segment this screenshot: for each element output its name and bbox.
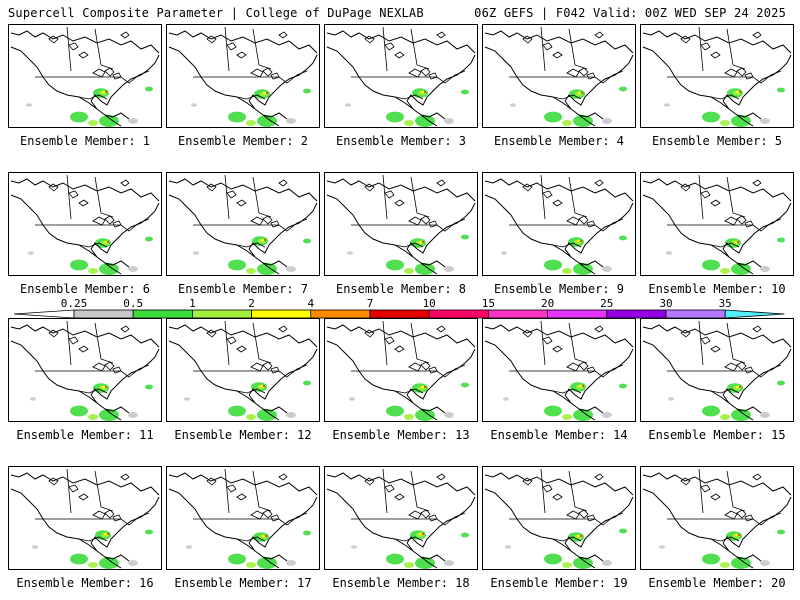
ensemble-member-map — [8, 466, 162, 570]
legend-swatch — [132, 309, 193, 319]
legend-tick-label: 20 — [541, 297, 554, 310]
panel-caption: Ensemble Member: 18 — [332, 576, 470, 590]
map-svg — [10, 174, 160, 275]
map-svg — [642, 320, 792, 421]
map-svg — [168, 174, 318, 275]
panel-caption: Ensemble Member: 17 — [174, 576, 312, 590]
ensemble-member-map — [324, 24, 478, 128]
panel-caption: Ensemble Member: 7 — [177, 282, 309, 296]
map-svg — [642, 174, 792, 275]
panel-caption: Ensemble Member: 16 — [16, 576, 154, 590]
ensemble-member-map — [166, 466, 320, 570]
legend-tick-label: 0.25 — [61, 297, 88, 310]
ensemble-member-map — [324, 318, 478, 422]
legend-arrow-left — [13, 309, 75, 319]
panel-caption: Ensemble Member: 13 — [332, 428, 470, 442]
panel-caption: Ensemble Member: 3 — [335, 134, 467, 148]
ensemble-member-map — [640, 172, 794, 276]
map-svg — [326, 174, 476, 275]
panel-caption: Ensemble Member: 15 — [648, 428, 786, 442]
legend-tick-label: 0.5 — [123, 297, 143, 310]
map-svg — [484, 468, 634, 569]
map-svg — [168, 320, 318, 421]
ensemble-member-map — [8, 318, 162, 422]
legend-tick-label: 25 — [600, 297, 613, 310]
map-svg — [326, 26, 476, 127]
ensemble-member-map — [482, 24, 636, 128]
map-svg — [484, 26, 634, 127]
legend-swatch — [606, 309, 667, 319]
ensemble-member-map — [324, 172, 478, 276]
ensemble-member-map — [8, 172, 162, 276]
legend-swatch — [428, 309, 489, 319]
legend-swatch — [369, 309, 430, 319]
color-scale-legend: 0.25 0.5 1 2 4 7 10 15 20 25 30 35 — [8, 296, 792, 324]
panel-caption: Ensemble Member: 8 — [335, 282, 467, 296]
ensemble-member-map — [8, 24, 162, 128]
run-info: 06Z GEFS | F042 Valid: 00Z WED SEP 24 20… — [474, 6, 786, 20]
legend-tick-label: 30 — [659, 297, 672, 310]
map-svg — [326, 468, 476, 569]
legend-tick-label: 1 — [189, 297, 196, 310]
ensemble-member-map — [482, 318, 636, 422]
map-svg — [484, 320, 634, 421]
legend-tick-label: 35 — [719, 297, 732, 310]
page-title: Supercell Composite Parameter | College … — [8, 6, 424, 20]
ensemble-member-map — [324, 466, 478, 570]
legend-tick-label: 10 — [423, 297, 436, 310]
panel-caption: Ensemble Member: 4 — [493, 134, 625, 148]
map-svg — [168, 26, 318, 127]
ensemble-member-map — [482, 466, 636, 570]
panel-caption: Ensemble Member: 2 — [177, 134, 309, 148]
map-svg — [326, 320, 476, 421]
ensemble-member-map — [166, 318, 320, 422]
panel-caption: Ensemble Member: 5 — [651, 134, 783, 148]
ensemble-member-map — [166, 172, 320, 276]
map-svg — [484, 174, 634, 275]
legend-swatch — [724, 309, 785, 319]
legend-swatch — [665, 309, 726, 319]
map-svg — [168, 468, 318, 569]
ensemble-member-map — [482, 172, 636, 276]
legend-tick-label: 4 — [307, 297, 314, 310]
panel-caption: Ensemble Member: 9 — [493, 282, 625, 296]
map-svg — [642, 468, 792, 569]
legend-swatch — [487, 309, 548, 319]
panel-caption: Ensemble Member: 11 — [16, 428, 154, 442]
legend-tick-label: 2 — [248, 297, 255, 310]
ensemble-member-map — [166, 24, 320, 128]
panel-caption: Ensemble Member: 1 — [19, 134, 151, 148]
map-svg — [10, 26, 160, 127]
ensemble-member-map — [640, 466, 794, 570]
map-svg — [10, 320, 160, 421]
panel-caption: Ensemble Member: 20 — [648, 576, 786, 590]
legend-swatch — [310, 309, 371, 319]
legend-swatch — [251, 309, 312, 319]
panel-caption: Ensemble Member: 10 — [648, 282, 786, 296]
map-svg — [10, 468, 160, 569]
legend-tick-label: 7 — [367, 297, 374, 310]
legend-swatch — [73, 309, 134, 319]
legend-swatch — [547, 309, 608, 319]
panel-caption: Ensemble Member: 14 — [490, 428, 628, 442]
ensemble-member-map — [640, 24, 794, 128]
legend-tick-label: 15 — [482, 297, 495, 310]
panel-caption: Ensemble Member: 12 — [174, 428, 312, 442]
map-svg — [642, 26, 792, 127]
ensemble-member-map — [640, 318, 794, 422]
panel-caption: Ensemble Member: 19 — [490, 576, 628, 590]
panel-caption: Ensemble Member: 6 — [19, 282, 151, 296]
legend-swatch — [191, 309, 252, 319]
